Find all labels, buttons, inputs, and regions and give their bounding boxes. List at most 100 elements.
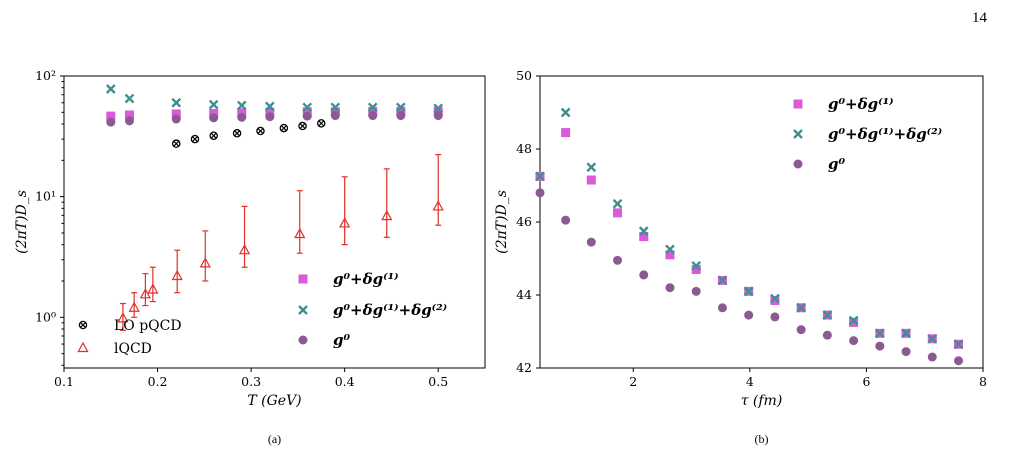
data-point [124,116,134,126]
legend-label: g⁰ [828,155,845,173]
legend-marker [78,320,88,330]
data-point [717,275,728,286]
data-point [209,131,218,140]
legend-marker [298,274,308,284]
data-point [199,257,211,268]
legend-marker [298,335,308,345]
data-point [105,84,116,94]
data-point [849,336,859,346]
data-point [298,121,307,131]
data-point [796,325,806,335]
plot-frame-b [539,75,984,369]
data-point [874,328,885,339]
x-tick-label-b: 4 [746,374,754,389]
data-point [849,317,859,327]
series-a-g-g [106,106,443,121]
data-point [822,330,832,340]
data-point [124,93,135,104]
data-point [691,264,701,274]
series-b-g-g-g [535,107,964,350]
data-point [256,126,265,136]
data-point [927,333,938,344]
data-point [209,113,219,123]
data-point [744,310,754,320]
data-point [106,117,116,127]
legend-right-a: g⁰+δg⁽¹⁾ g⁰+δg⁽¹⁾+δg⁽²⁾ g⁰ [298,270,447,349]
data-point [396,111,406,121]
legend-marker [793,159,803,169]
series-a-g-g-g [105,84,444,114]
data-point [294,227,306,239]
legend-label: g⁰+δg⁽¹⁾+δg⁽²⁾ [828,125,942,143]
caption-a: (a) [268,432,281,446]
data-point [236,100,247,111]
data-point [302,111,312,121]
data-point [717,303,727,313]
data-point [665,283,675,293]
data-point [128,301,140,312]
data-point [367,102,378,113]
x-tick-label-b: 8 [979,374,987,389]
data-point [302,102,313,113]
data-point [639,270,649,280]
data-point [317,119,326,128]
data-point [586,162,597,173]
data-point [848,315,859,326]
data-point [561,128,571,138]
data-point [535,188,545,198]
caption-b: (b) [755,432,769,446]
legend-b: g⁰+δg⁽¹⁾ g⁰+δg⁽¹⁾+δg⁽²⁾ g⁰ [793,95,942,173]
data-point [953,339,964,350]
data-point [770,295,780,305]
data-point [535,171,545,182]
series-a-g [106,111,443,127]
data-point [232,129,242,138]
legend-label: g⁰ [333,331,350,349]
x-tick-label-a: 0.5 [428,374,448,389]
legend-marker [793,99,803,109]
data-point [691,260,702,271]
data-point [395,102,406,113]
data-point [339,217,351,228]
y-tick-label-a: 10² [35,68,56,83]
data-point [613,255,623,265]
series-a-lo-pqcd [172,119,326,148]
data-point [237,112,247,122]
page-number: 14 [972,10,987,26]
y-tick-label-a: 10⁰ [35,309,56,324]
data-point [330,111,340,121]
data-point [432,200,444,211]
series-a-lqcd [117,154,444,331]
data-point [117,312,129,323]
y-tick-label-b: 48 [516,141,532,156]
data-point [381,209,393,221]
data-point [691,286,701,296]
x-axis-title-b: τ (fm) [741,393,783,409]
data-point [586,237,596,247]
data-point [639,232,649,242]
data-point [106,111,116,121]
data-point [190,134,200,144]
data-point [265,112,275,122]
x-tick-label-a: 0.2 [148,374,168,389]
legend-marker [793,129,803,139]
data-point [171,269,183,281]
legend-label: g⁰+δg⁽¹⁾+δg⁽²⁾ [333,301,447,319]
y-tick-label-b: 46 [516,214,532,229]
data-point [171,109,181,119]
plot-frame-a [63,75,486,369]
legend-label: g⁰+δg⁽¹⁾ [333,270,399,288]
y-axis-title-b: (2πT)D_s [494,190,510,254]
data-point [901,328,911,339]
x-tick-label-a: 0.1 [54,374,74,389]
data-point [171,114,181,124]
data-point [638,226,649,236]
data-point [770,293,780,304]
data-point [238,243,251,255]
legend-label: g⁰+δg⁽¹⁾ [828,95,894,113]
data-point [330,102,341,113]
legend-marker [298,305,308,315]
data-point [901,347,911,357]
x-tick-label-a: 0.4 [335,374,355,389]
